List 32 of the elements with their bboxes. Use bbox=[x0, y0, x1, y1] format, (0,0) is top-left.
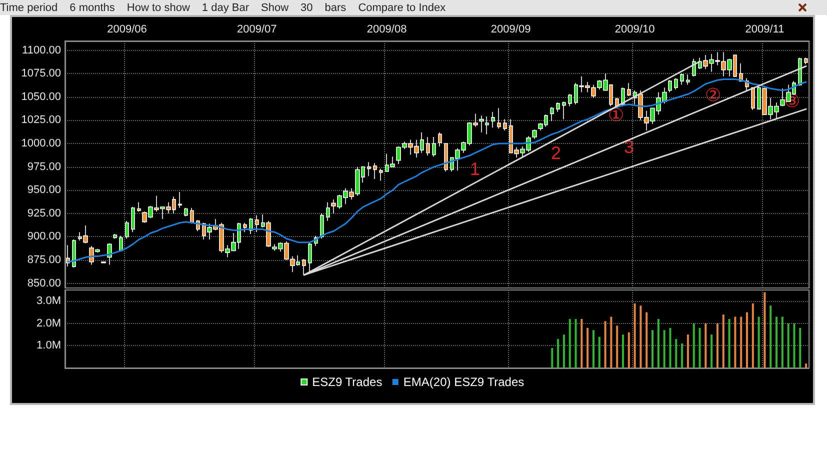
y-tick-label: 1100.00 bbox=[22, 44, 61, 56]
y-tick-label: 950.00 bbox=[27, 184, 61, 196]
text: Show bbox=[261, 2, 289, 14]
text: 1 day Bar bbox=[202, 2, 249, 14]
y-tick-label: 850.00 bbox=[27, 277, 61, 290]
text: Time period bbox=[0, 2, 58, 14]
x-tick-label: 2009/08 bbox=[366, 24, 407, 36]
legend-label: EMA(20) ESZ9 Trades bbox=[403, 375, 524, 389]
y-tick-label: 925.00 bbox=[27, 207, 61, 220]
y-tick-label: 1050.00 bbox=[21, 90, 61, 103]
x-tick-label: 2009/11 bbox=[745, 24, 784, 36]
x-tick-label: 2009/10 bbox=[614, 24, 655, 36]
y-tick-label: 3.0M bbox=[36, 295, 61, 308]
y-tick-label: 1.0M bbox=[36, 340, 61, 352]
y-tick-label: 1000.00 bbox=[21, 138, 61, 150]
x-tick-label: 2009/06 bbox=[107, 24, 147, 36]
legend-label: ESZ9 Trades bbox=[312, 375, 382, 389]
annotation: 2 bbox=[550, 143, 562, 163]
y-tick-label: 2.0M bbox=[36, 317, 61, 330]
text: 6 months bbox=[70, 2, 115, 14]
y-tick-label: 1075.00 bbox=[21, 68, 61, 80]
text: How to show bbox=[126, 2, 190, 14]
annotation: 1 bbox=[470, 159, 480, 179]
text: 30 bbox=[300, 2, 313, 14]
text: Compare to Index bbox=[358, 2, 446, 14]
x-tick-label: 2009/07 bbox=[237, 24, 277, 36]
y-tick-label: 975.00 bbox=[27, 160, 61, 173]
text: bars bbox=[324, 2, 346, 14]
y-tick-label: 900.00 bbox=[27, 230, 61, 243]
x-tick-label: 2009/09 bbox=[490, 24, 531, 36]
y-tick-label: 875.00 bbox=[27, 254, 61, 266]
y-tick-label: 1025.00 bbox=[21, 114, 61, 126]
